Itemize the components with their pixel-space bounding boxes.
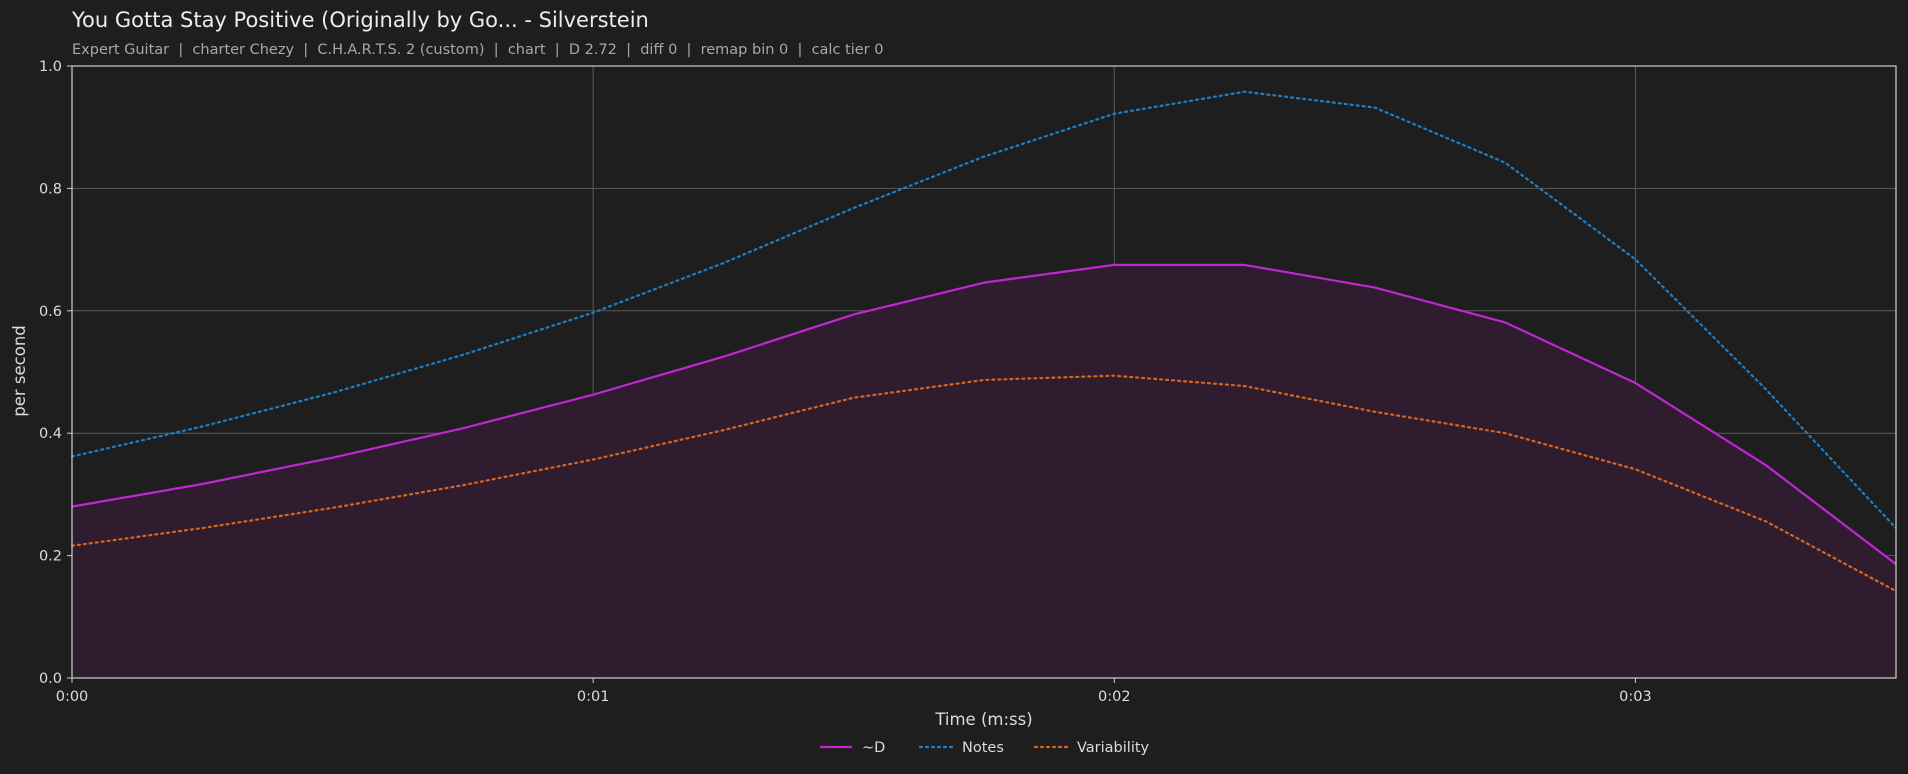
y-tick-label: 0.4	[39, 426, 62, 442]
y-tick-label: 0.6	[39, 304, 62, 320]
y-ticks: 0.0 0.2 0.4 0.6 0.8 1.0	[39, 59, 72, 687]
plot-frame	[71, 65, 1897, 679]
series-line-1	[70, 90, 1898, 530]
series-layer	[70, 90, 1898, 593]
chart-subtitle: Expert Guitar | charter Chezy | C.H.A.R.…	[72, 42, 883, 58]
series-line-2	[70, 374, 1898, 593]
x-tick-label: 0:01	[577, 689, 610, 705]
legend-label-0: ~D	[862, 740, 885, 756]
y-tick-label: 0.8	[39, 181, 62, 197]
series-line-0	[71, 263, 1897, 566]
legend-label-2: Variability	[1077, 740, 1150, 756]
x-tick-label: 0:03	[1619, 689, 1652, 705]
y-tick-label: 0.2	[39, 549, 62, 565]
x-tick-label: 0:02	[1098, 689, 1131, 705]
x-tick-label: 0:00	[56, 689, 89, 705]
legend-label-1: Notes	[962, 740, 1004, 756]
y-tick-label: 1.0	[39, 59, 62, 75]
chart-title: You Gotta Stay Positive (Originally by G…	[71, 8, 649, 32]
x-ticks: 0:00 0:01 0:02 0:03	[56, 678, 1652, 705]
y-axis-label: per second	[10, 325, 29, 417]
y-tick-label: 0.0	[39, 671, 62, 687]
x-axis-label: Time (m:ss)	[934, 710, 1032, 729]
legend: ~D Notes Variability	[820, 740, 1150, 756]
area-layer	[72, 264, 1896, 678]
series-area-0	[72, 264, 1896, 678]
